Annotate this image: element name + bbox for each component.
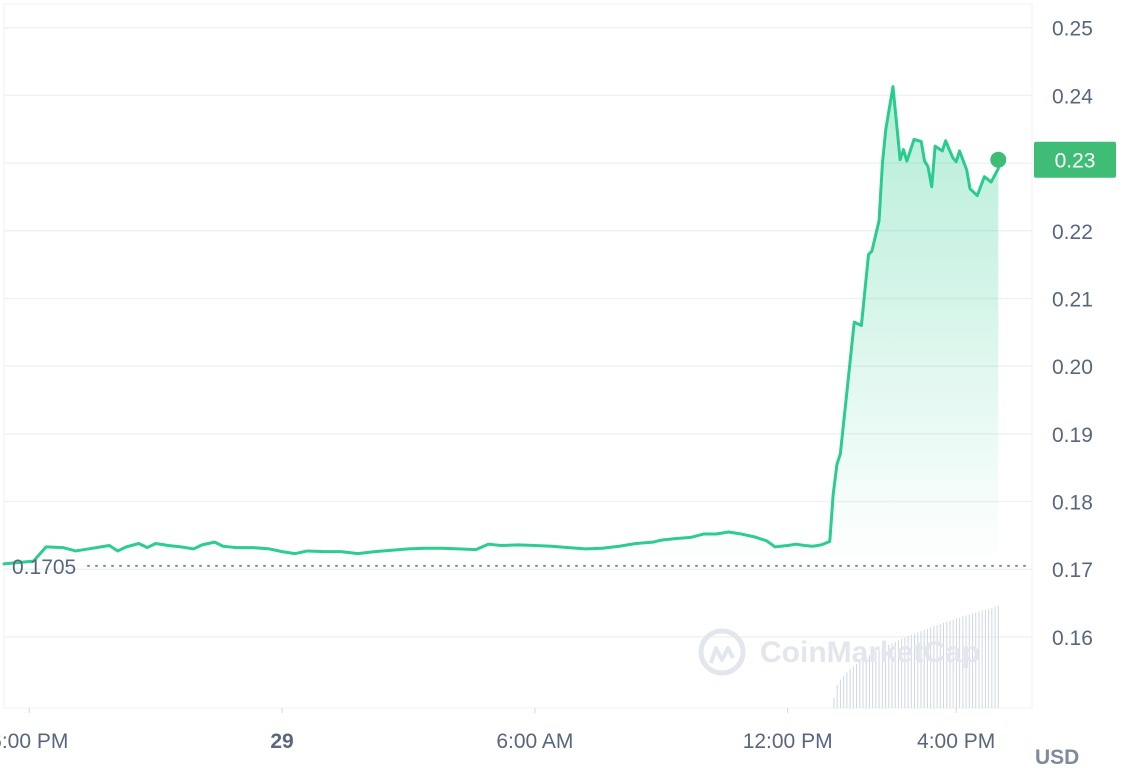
volume-bars [833,606,999,708]
x-tick-label: 6:00 PM [0,730,68,753]
plot-border [3,3,1033,709]
currency-unit-label: USD [1035,746,1079,769]
price-area-fill [4,86,999,566]
y-tick-label: 0.17 [1052,559,1093,582]
watermark-logo: CoinMarketCap [698,628,980,676]
y-tick-label: 0.18 [1052,492,1093,515]
x-axis: 6:00 PM 29 6:00 AM 12:00 PM 4:00 PM [0,708,995,753]
y-tick-label: 0.22 [1052,221,1093,244]
coinmarketcap-logo-icon [698,628,746,676]
y-tick-label: 0.20 [1052,356,1093,379]
x-tick-label: 12:00 PM [743,730,833,753]
y-tick-label: 0.24 [1052,85,1093,108]
x-tick-label: 4:00 PM [917,730,995,753]
price-line [2,85,1000,566]
y-tick-label: 0.25 [1052,18,1093,41]
x-tick-label: 29 [270,730,293,753]
watermark-text: CoinMarketCap [760,636,980,669]
x-tick-label: 6:00 AM [496,730,573,753]
y-axis: 0.16 0.17 0.18 0.19 0.20 0.21 0.22 0.23 0.24 0.25 [1052,18,1093,650]
current-price-dot [990,151,1007,168]
reference-price-label: 0.1705 [12,556,76,579]
current-price-badge-bg [1034,141,1116,178]
current-price-label: 0.23 [1055,150,1096,173]
y-tick-label: 0.16 [1052,627,1093,650]
y-tick-label: 0.21 [1052,288,1093,311]
current-price-badge: 0.23 [1034,141,1116,178]
y-tick-label: 0.19 [1052,424,1093,447]
